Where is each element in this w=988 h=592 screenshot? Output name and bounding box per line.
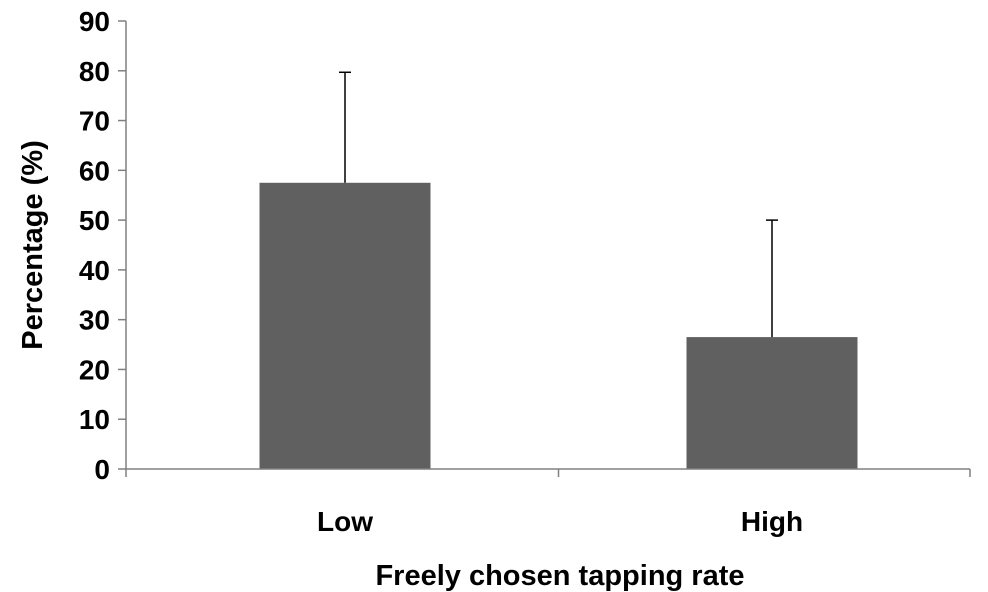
x-tick-label: High [741, 506, 803, 537]
y-tick-label: 90 [79, 6, 110, 37]
bar-high [686, 337, 858, 469]
x-tick-label: Low [317, 506, 373, 537]
y-axis-title: Percentage (%) [17, 140, 49, 350]
y-tick-label: 20 [79, 354, 110, 385]
plot-area [259, 71, 858, 469]
x-axis: Low High [125, 468, 971, 537]
y-tick-label: 60 [79, 155, 110, 186]
bar-low [259, 182, 431, 469]
y-tick-label: 0 [94, 454, 110, 485]
y-tick-label: 70 [79, 106, 110, 137]
y-tick-label: 50 [79, 205, 110, 236]
y-tick-label: 30 [79, 305, 110, 336]
y-axis: 0 10 20 30 40 50 60 70 80 90 [79, 6, 127, 485]
y-tick-label: 10 [79, 404, 110, 435]
y-tick-label: 80 [79, 56, 110, 87]
x-axis-title: Freely chosen tapping rate [375, 560, 744, 592]
y-tick-label: 40 [79, 255, 110, 286]
